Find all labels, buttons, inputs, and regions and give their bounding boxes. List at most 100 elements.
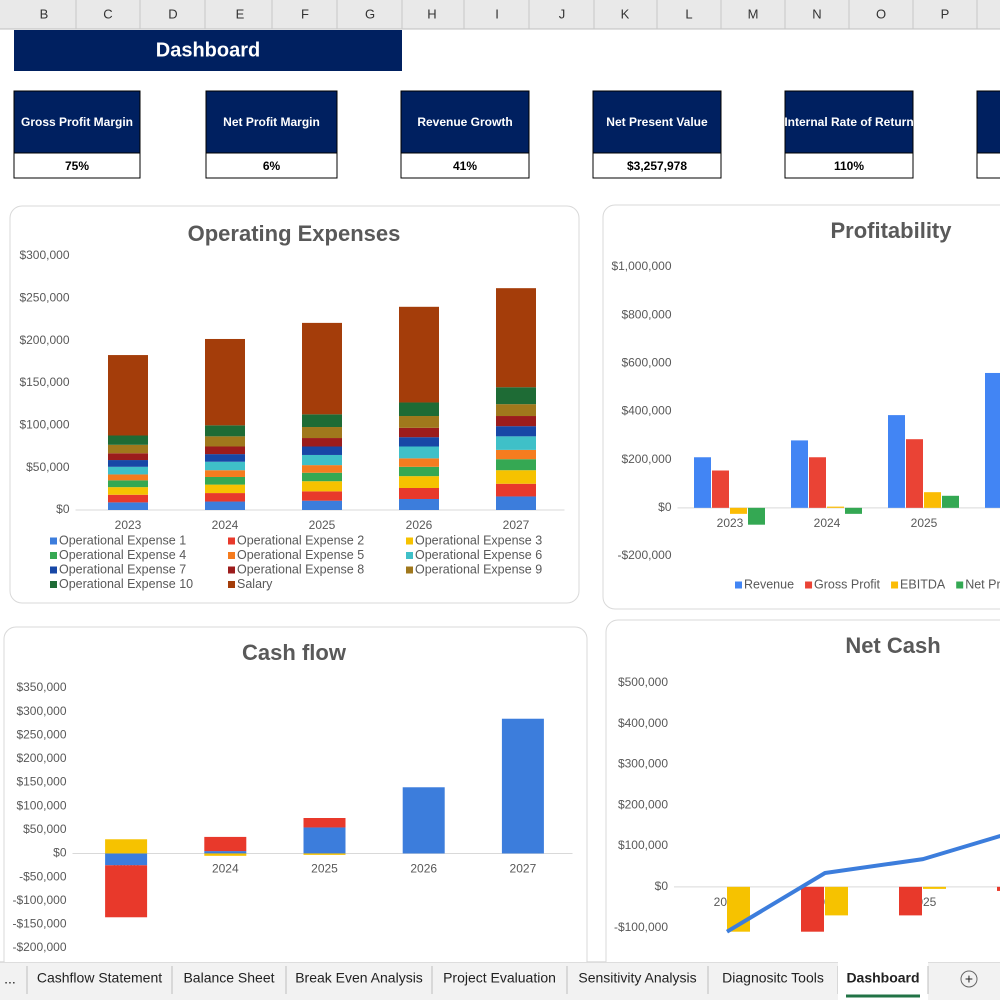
bar: [399, 306, 439, 403]
chart-panel: [605, 619, 1000, 962]
column-letter: P: [941, 6, 950, 21]
column-letter: I: [495, 6, 499, 21]
y-tick-label: -$150,000: [12, 917, 66, 931]
y-tick-label: $400,000: [621, 404, 671, 418]
y-tick-label: $350,000: [16, 680, 66, 694]
legend-swatch: [406, 537, 413, 545]
active-tab: [838, 962, 928, 1000]
bar: [399, 427, 439, 438]
y-tick-label: $0: [56, 502, 70, 516]
legend-swatch: [50, 537, 57, 545]
bar: [205, 484, 245, 494]
y-tick-label: $100,000: [618, 838, 668, 852]
bar: [108, 494, 148, 503]
y-tick-label: -$100,000: [12, 893, 66, 907]
bar: [496, 288, 536, 388]
kpi-header: [13, 90, 141, 154]
legend-label: Operational Expense 9: [415, 562, 542, 576]
bar: [303, 827, 346, 854]
y-tick-label: -$200,000: [12, 940, 66, 954]
bar: [204, 836, 247, 852]
bar: [205, 493, 245, 502]
legend-swatch: [406, 552, 413, 559]
bar: [302, 427, 342, 439]
chart-title: Profitability: [830, 218, 952, 243]
bar: [302, 472, 342, 482]
add-sheet-button[interactable]: [960, 970, 978, 988]
bar: [302, 491, 342, 501]
bar: [496, 426, 536, 437]
y-tick-label: $400,000: [618, 716, 668, 730]
bar: [105, 865, 148, 918]
y-tick-label: $300,000: [19, 248, 69, 262]
column-letter: J: [559, 6, 566, 21]
legend-swatch: [406, 566, 413, 574]
legend-label: Revenue: [744, 577, 794, 591]
sheet-tab[interactable]: Sensitivity Analysis: [578, 970, 696, 986]
chart: Net Cash -$100,000 $0 $100,000 $200,000 $300,…: [605, 619, 1000, 962]
bar: [496, 459, 536, 471]
y-tick-label: $500,000: [618, 675, 668, 689]
bar: [801, 886, 824, 932]
y-tick-label: $300,000: [16, 704, 66, 718]
bar: [399, 446, 439, 459]
legend-swatch: [50, 566, 57, 574]
bar: [399, 458, 439, 467]
column-letter: N: [812, 6, 821, 21]
bar: [205, 454, 245, 462]
kpi-header: [205, 90, 338, 154]
bar: [496, 470, 536, 484]
legend-label: Gross Profit: [814, 577, 881, 591]
x-tick-label: 2027: [503, 518, 530, 532]
bar: [108, 502, 148, 510]
bar: [108, 466, 148, 475]
kpi-value: 41%: [453, 159, 477, 173]
y-tick-label: $200,000: [618, 797, 668, 811]
legend-label: Operational Expense 2: [237, 533, 364, 547]
tab-more[interactable]: ...: [4, 971, 16, 987]
bar: [399, 437, 439, 447]
bar: [730, 507, 747, 514]
sheet-tab[interactable]: Balance Sheet: [183, 970, 274, 986]
bar: [501, 718, 544, 854]
sheet-tab[interactable]: Diagnositc Tools: [722, 970, 824, 986]
x-tick-label: 2024: [814, 516, 841, 530]
kpi-header: [400, 90, 530, 154]
bar: [899, 886, 922, 916]
legend-swatch: [228, 537, 235, 545]
bar: [496, 387, 536, 405]
legend-label: Net Profit: [965, 577, 1000, 591]
chart: Cash flow -$200,000 -$150,000 -$100,000 -$50…: [3, 626, 588, 962]
add-sheet-label[interactable]: +: [965, 971, 973, 987]
legend-label: Operational Expense 5: [237, 548, 364, 562]
bar: [496, 436, 536, 450]
legend-swatch: [956, 581, 964, 589]
sheet-tab[interactable]: Dashboard: [846, 970, 919, 986]
column-letter: O: [876, 6, 886, 21]
kpi-value-box: [13, 152, 141, 179]
column-letter: E: [236, 6, 245, 21]
y-tick-label: $1,000,000: [611, 259, 671, 273]
legend-label: Operational Expense 6: [415, 548, 542, 562]
bar: [694, 457, 711, 508]
sheet-tab[interactable]: Cashflow Statement: [37, 970, 162, 986]
x-tick-label: 2026: [406, 518, 433, 532]
y-tick-label: $150,000: [16, 775, 66, 789]
kpi-value: 6%: [263, 159, 281, 173]
sheet-tab[interactable]: Project Evaluation: [443, 970, 556, 986]
column-letter: G: [365, 6, 375, 21]
legend-swatch: [228, 552, 235, 559]
bar: [399, 466, 439, 477]
bar: [712, 470, 729, 508]
bar: [302, 481, 342, 492]
x-tick-label: 2026: [410, 862, 437, 876]
bar: [825, 886, 848, 916]
y-tick-label: $0: [658, 500, 672, 514]
bar: [205, 425, 245, 437]
bar: [303, 818, 346, 828]
bar: [108, 453, 148, 461]
x-tick-label: 2025: [911, 516, 938, 530]
sheet-tab[interactable]: Break Even Analysis: [295, 970, 423, 986]
kpi-value: 110%: [834, 159, 864, 173]
y-tick-label: $250,000: [16, 727, 66, 741]
